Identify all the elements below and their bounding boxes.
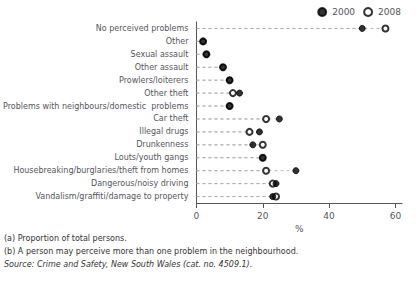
svg-text:Other assault: Other assault [135,63,189,72]
svg-text:60: 60 [390,211,402,221]
svg-text:Housebreaking/burglaries/theft: Housebreaking/burglaries/theft from home… [13,166,188,175]
svg-text:Drunkenness: Drunkenness [136,140,188,149]
svg-text:Louts/youth gangs: Louts/youth gangs [114,153,188,162]
svg-text:Sexual assault: Sexual assault [131,50,189,59]
svg-text:(a) Proportion of total person: (a) Proportion of total persons. [4,234,127,243]
svg-text:%: % [295,224,304,234]
svg-text:Vandalism/graffiti/damage to p: Vandalism/graffiti/damage to property [35,192,188,201]
svg-text:Illegal drugs: Illegal drugs [139,127,188,136]
svg-text:Car theft: Car theft [153,114,188,123]
svg-text:2008: 2008 [378,7,401,17]
svg-text:No perceived problems: No perceived problems [96,24,189,33]
svg-text:Other: Other [166,37,189,46]
svg-text:Source: Crime and Safety, New: Source: Crime and Safety, New South Wale… [4,260,252,269]
svg-text:Problems with neighbours/domes: Problems with neighbours/domestic proble… [3,102,188,111]
svg-text:Prowlers/loiterers: Prowlers/loiterers [119,76,188,85]
svg-text:20: 20 [257,211,269,221]
svg-text:Dangerous/noisy driving: Dangerous/noisy driving [91,179,188,188]
svg-text:(b) A person may perceive more: (b) A person may perceive more than one … [4,247,298,256]
svg-text:2000: 2000 [332,7,355,17]
svg-text:0: 0 [194,211,200,221]
svg-text:Other theft: Other theft [144,89,188,98]
svg-text:40: 40 [323,211,335,221]
